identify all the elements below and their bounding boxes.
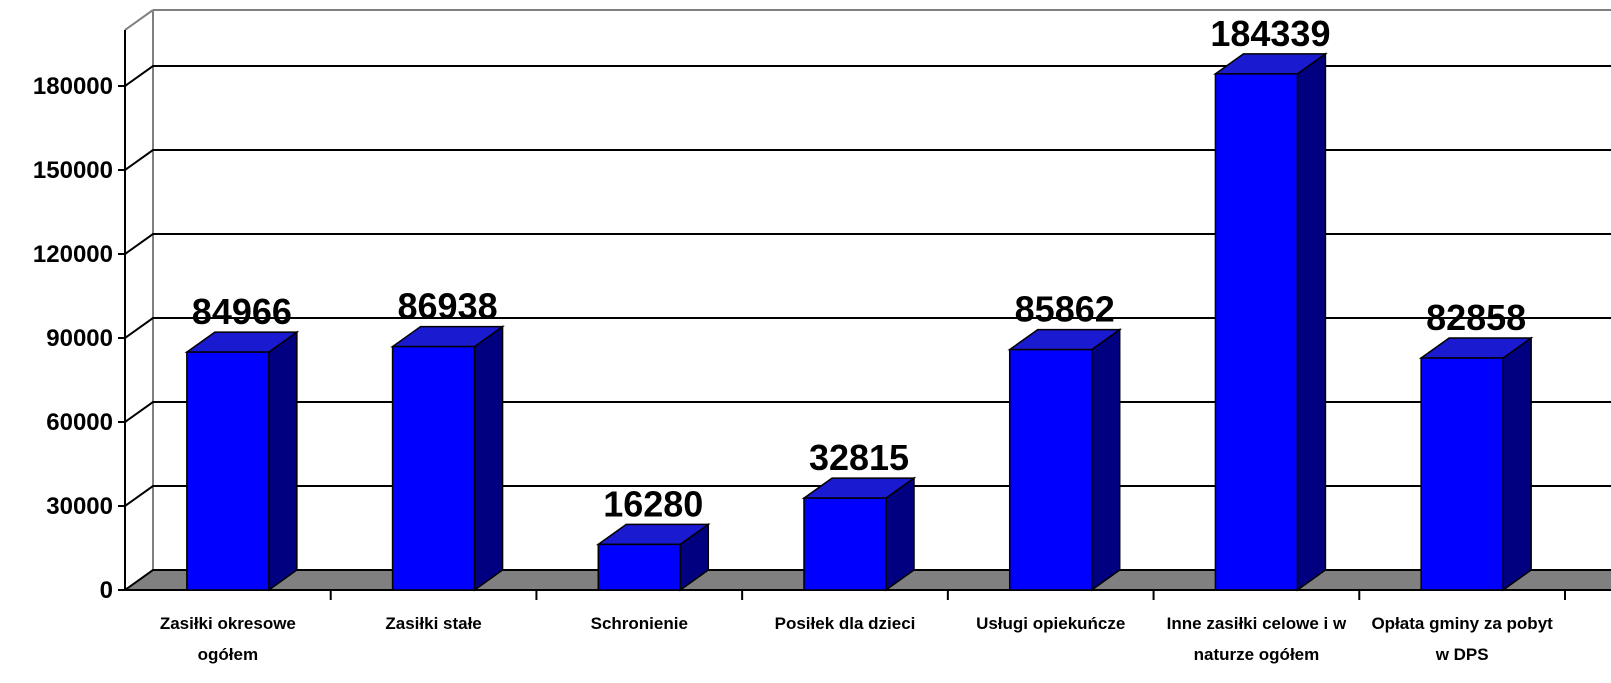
y-tick-label: 180000 xyxy=(33,73,113,100)
value-label: 184339 xyxy=(1210,13,1330,54)
x-tick-label: Posiłek dla dzieci xyxy=(775,614,916,633)
side-wall-top xyxy=(124,9,154,31)
x-tick-label-line: Zasiłki stałe xyxy=(385,614,481,633)
value-label: 32815 xyxy=(809,437,909,478)
bar xyxy=(803,497,887,591)
x-tick-label-line: Opłata gminy za pobyt xyxy=(1371,614,1553,633)
x-tick-label: Zasiłki stałe xyxy=(385,614,481,633)
bar xyxy=(1008,348,1093,591)
x-tick-label-line: Zasiłki okresowe xyxy=(160,614,296,633)
bar xyxy=(1214,73,1299,591)
x-tick-label-line: w DPS xyxy=(1435,645,1489,664)
value-label: 82858 xyxy=(1426,297,1526,338)
value-label: 85862 xyxy=(1015,289,1115,330)
x-tick-label-line: ogółem xyxy=(198,645,258,664)
y-tick-label: 150000 xyxy=(33,157,113,184)
grid-line xyxy=(124,485,1611,507)
grid-line xyxy=(124,65,1611,87)
x-tick-label-line: Inne zasiłki celowe i w xyxy=(1167,614,1347,633)
value-label: 16280 xyxy=(603,483,703,524)
x-tick-label: Usługi opiekuńcze xyxy=(976,614,1125,633)
bar-side xyxy=(268,330,298,592)
bar-side xyxy=(1090,328,1121,592)
grid-line xyxy=(124,401,1611,423)
x-tick-label: Zasiłki okresowe ogółem xyxy=(160,614,296,664)
bar-side xyxy=(1296,52,1327,592)
x-tick-label-line: Posiłek dla dzieci xyxy=(775,614,916,633)
x-tick-label-line: Usługi opiekuńcze xyxy=(976,614,1125,633)
grid-line xyxy=(124,317,1611,339)
bar-side xyxy=(1502,336,1532,592)
x-tick-label-line: naturze ogółem xyxy=(1194,645,1320,664)
bar xyxy=(597,543,682,591)
y-tick-label: 120000 xyxy=(33,241,113,268)
grid-line xyxy=(124,569,1611,591)
x-tick-label: Inne zasiłki celowe i w naturze ogółem xyxy=(1167,614,1347,664)
grid-line xyxy=(124,149,1611,171)
grid-line xyxy=(124,233,1611,255)
y-tick-label: 60000 xyxy=(46,409,113,436)
x-tick-label-line: Schronienie xyxy=(591,614,688,633)
y-tick-label: 0 xyxy=(100,577,113,604)
x-tick-label: Opłata gminy za pobyt w DPS xyxy=(1371,614,1553,664)
bar xyxy=(391,345,476,591)
value-label: 86938 xyxy=(398,286,498,327)
bar xyxy=(186,351,270,591)
x-tick-label: Schronienie xyxy=(591,614,688,633)
bar xyxy=(1420,357,1504,591)
y-tick-label: 90000 xyxy=(46,325,113,352)
bar-side xyxy=(473,325,504,592)
y-tick-label: 30000 xyxy=(46,493,113,520)
value-label: 84966 xyxy=(192,291,292,332)
